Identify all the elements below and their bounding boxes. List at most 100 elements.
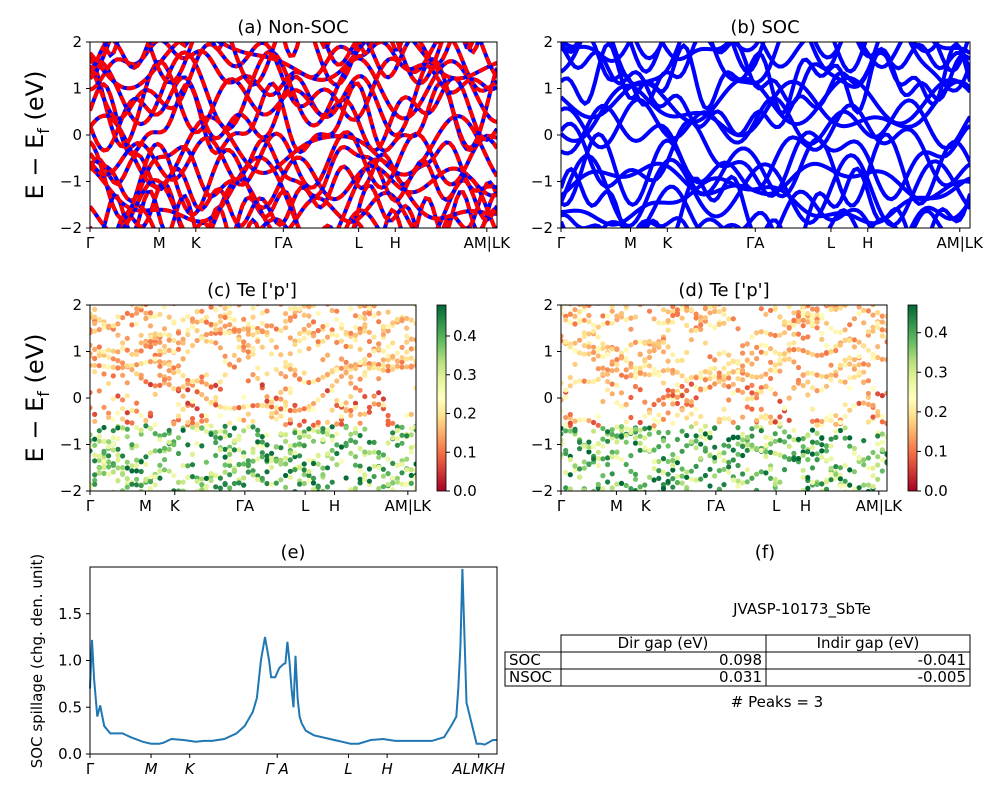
scatter-point — [572, 313, 578, 319]
scatter-point — [213, 382, 219, 388]
scatter-point — [586, 449, 592, 455]
scatter-point — [819, 448, 825, 454]
scatter-point — [352, 332, 359, 338]
scatter-point — [348, 450, 354, 456]
scatter-point — [795, 436, 802, 442]
scatter-point — [847, 435, 853, 441]
scatter-point — [823, 417, 830, 423]
scatter-point — [376, 401, 382, 407]
scatter-point — [413, 491, 418, 496]
band-line — [561, 153, 970, 228]
scatter-point — [348, 393, 354, 400]
scatter-point — [684, 432, 690, 439]
scatter-point — [134, 362, 140, 368]
scatter-point — [800, 436, 806, 442]
scatter-point — [152, 431, 158, 437]
scatter-point — [651, 477, 657, 483]
scatter-point — [227, 492, 232, 497]
scatter-point — [380, 484, 386, 490]
scatter-point — [120, 315, 126, 321]
scatter-point — [712, 305, 718, 310]
scatter-point — [227, 462, 233, 469]
x-tick-label: L — [827, 234, 836, 252]
scatter-point — [106, 459, 112, 465]
scatter-point — [740, 367, 746, 373]
scatter-point — [189, 316, 196, 322]
scatter-point — [726, 437, 732, 443]
scatter-point — [614, 317, 620, 323]
scatter-point — [278, 461, 284, 467]
scatter-point — [688, 399, 695, 405]
scatter-point — [124, 347, 130, 353]
scatter-point — [250, 332, 256, 338]
scatter-point — [754, 344, 760, 350]
scatter-point — [283, 402, 289, 408]
scatter-point — [273, 416, 279, 422]
peaks-label: # Peaks = 3 — [731, 693, 823, 711]
x-tick-label: K — [185, 760, 196, 778]
scatter-point — [371, 365, 377, 371]
scatter-point — [884, 339, 887, 345]
scatter-point — [138, 348, 144, 354]
scatter-point — [623, 374, 629, 380]
scatter-point — [348, 431, 354, 437]
scatter-point — [595, 413, 601, 419]
scatter-point — [278, 477, 284, 483]
scatter-point — [376, 319, 382, 325]
scatter-point — [623, 355, 629, 361]
scatter-point — [693, 438, 699, 444]
scatter-point — [241, 339, 247, 345]
scatter-point — [861, 307, 867, 313]
scatter-point — [301, 326, 307, 332]
scatter-point — [264, 442, 270, 448]
scatter-point — [161, 348, 168, 354]
scatter-point — [712, 455, 718, 461]
scatter-point — [217, 305, 223, 307]
scatter-point — [772, 450, 778, 456]
scatter-point — [567, 411, 573, 418]
scatter-point — [315, 429, 321, 435]
scatter-point — [698, 370, 704, 376]
scatter-point — [642, 399, 648, 405]
scatter-point — [404, 364, 410, 370]
scatter-point — [591, 344, 597, 350]
scatter-point — [679, 466, 685, 472]
scatter-point — [609, 308, 615, 314]
scatter-point — [605, 379, 611, 385]
scatter-point — [208, 339, 214, 345]
scatter-point — [236, 336, 242, 343]
scatter-point — [754, 471, 760, 477]
scatter-point — [106, 347, 112, 353]
x-tick-label: Γ — [557, 497, 566, 515]
scatter-point — [166, 446, 172, 452]
scatter-point — [614, 424, 620, 430]
scatter-point — [315, 339, 321, 345]
scatter-point — [628, 468, 634, 474]
scatter-point — [581, 465, 587, 471]
scatter-point — [693, 395, 699, 401]
scatter-point — [301, 335, 307, 341]
scatter-point — [287, 450, 293, 456]
scatter-point — [96, 438, 102, 444]
scatter-point — [595, 455, 601, 462]
scatter-point — [390, 320, 396, 326]
scatter-point — [157, 462, 163, 468]
table-row-dir: 0.098 — [719, 651, 762, 669]
scatter-point — [567, 305, 573, 307]
scatter-point — [161, 377, 168, 383]
scatter-point — [357, 387, 363, 393]
scatter-point — [618, 433, 625, 439]
scatter-point — [791, 299, 796, 304]
scatter-point — [408, 472, 414, 478]
scatter-point — [595, 366, 601, 372]
scatter-point — [147, 359, 154, 365]
scatter-point — [656, 489, 662, 491]
scatter-point — [292, 454, 298, 460]
scatter-point — [786, 395, 792, 401]
scatter-point — [875, 433, 881, 439]
scatter-point — [371, 449, 377, 455]
scatter-point — [124, 484, 130, 490]
band-line-nsoc — [90, 42, 453, 80]
scatter-point — [721, 466, 727, 472]
scatter-point — [90, 405, 93, 411]
